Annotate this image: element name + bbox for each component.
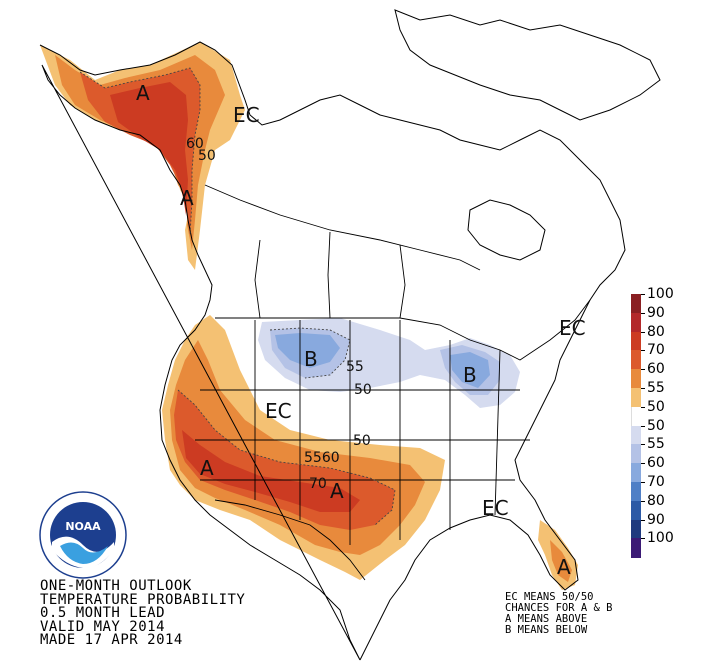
legend-swatch [631, 388, 641, 408]
above-label-southern-plains: A [330, 479, 344, 503]
alaska-above-shading [40, 42, 245, 270]
florida-above-shading [538, 520, 578, 590]
above-label-florida: A [557, 555, 571, 579]
legend-tick [641, 312, 645, 314]
legend-tick-label: 60 [647, 361, 665, 378]
note-line-1: EC MEANS 50/50 [505, 591, 594, 603]
contour-label-60-alaska: 60 [186, 136, 204, 152]
legend-tick [641, 482, 645, 483]
info-line-valid: VALID MAY 2014 [40, 618, 166, 635]
note-line-4: B MEANS BELOW [505, 624, 588, 636]
below-label-northern-plains: B [304, 347, 318, 371]
info-line-lead: 0.5 MONTH LEAD [40, 605, 166, 621]
legend-swatch [631, 519, 641, 539]
legend-tick [641, 294, 645, 295]
legend-swatch [631, 406, 642, 427]
legend-tick-label: 100 [647, 286, 674, 302]
contour-label-50-plains: 50 [353, 433, 371, 449]
above-label-alaska: A [136, 81, 150, 105]
legend-tick [641, 463, 645, 465]
legend-tick-label: 70 [647, 474, 665, 490]
info-line-variable: TEMPERATURE PROBABILITY [40, 591, 246, 608]
legend-tick-label: 50 [647, 417, 665, 434]
contour-label-5560-plains: 5560 [304, 450, 340, 466]
legend-tick-label: 90 [647, 511, 665, 528]
legend-swatch [631, 500, 641, 521]
info-line-made: MADE 17 APR 2014 [40, 632, 183, 648]
legend-swatch [631, 294, 641, 314]
noaa-logo-text: NOAA [65, 520, 101, 533]
legend-tick-label: 90 [647, 304, 665, 321]
contour-label-50-alaska: 50 [198, 148, 216, 164]
note-line-2: CHANCES FOR A & B [505, 602, 613, 614]
legend-swatch [631, 331, 641, 351]
legend-tick [641, 406, 645, 408]
probability-contours [79, 67, 396, 526]
legend-tick [641, 388, 645, 389]
legend-tick-label: 80 [647, 492, 665, 509]
legend-swatch [631, 369, 641, 389]
below-label-great-lakes: B [463, 363, 477, 387]
noaa-logo: NOAA [39, 491, 127, 579]
legend-swatch [631, 482, 641, 502]
ec-label-central: EC [265, 399, 292, 423]
legend-tick-label: 60 [647, 455, 665, 472]
probability-legend: 100 90 80 70 60 55 50 50 55 60 70 80 90 100 [631, 286, 719, 558]
legend-tick-label: 80 [647, 323, 665, 340]
legend-tick [641, 369, 645, 371]
ec-label-alaska: EC [233, 103, 260, 127]
ec-label-southeast: EC [482, 496, 509, 520]
legend-swatch [631, 425, 641, 445]
legend-tick [641, 444, 645, 446]
legend-tick-label: 70 [647, 342, 665, 359]
legend-swatch [631, 463, 641, 483]
legend-tick [641, 500, 645, 502]
legend-swatch [631, 444, 641, 464]
info-line-title: ONE-MONTH OUTLOOK [40, 578, 192, 594]
legend-tick [641, 519, 645, 521]
legend-swatch [631, 350, 641, 370]
legend-swatch [631, 538, 641, 558]
contour-label-50-north: 50 [354, 382, 372, 398]
legend-tick [641, 350, 645, 352]
legend-tick [641, 425, 645, 427]
legend-tick [641, 331, 645, 333]
legend-tick-label: 50 [647, 398, 665, 415]
legend-tick-label: 55 [647, 380, 665, 396]
note-line-3: A MEANS ABOVE [505, 613, 588, 625]
legend-tick-label: 100 [647, 530, 674, 547]
ec-label-east: EC [559, 316, 586, 340]
borders [195, 184, 591, 581]
above-label-panhandle: A [180, 186, 194, 210]
below-shading [258, 318, 520, 408]
legend-tick [641, 538, 645, 540]
west-above-shading [162, 315, 445, 580]
legend-tick-label: 55 [647, 436, 665, 453]
contour-label-55-north: 55 [346, 359, 364, 375]
above-label-southwest: A [200, 456, 214, 480]
outlook-info: ONE-MONTH OUTLOOK TEMPERATURE PROBABILITY… [40, 578, 246, 648]
map-labels: EC EC EC EC A A A A A B B 60 50 55 50 50… [136, 81, 586, 579]
coastlines [39, 9, 661, 661]
contour-label-70-plains: 70 [309, 476, 327, 492]
legend-swatch [631, 312, 641, 333]
